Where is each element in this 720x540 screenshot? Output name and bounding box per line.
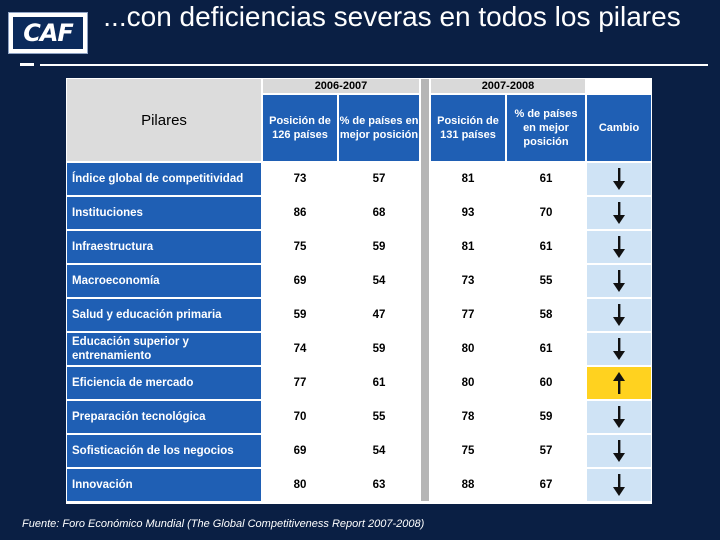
cell-change (586, 298, 652, 332)
row-label: Índice global de competitividad (66, 162, 262, 196)
cell-pos2: 73 (430, 264, 506, 298)
caf-logo: CAF (8, 12, 88, 54)
arrow-down-icon (613, 440, 625, 462)
row-label: Salud y educación primaria (66, 298, 262, 332)
arrow-down-icon (613, 202, 625, 224)
arrow-down-icon (613, 406, 625, 428)
cell-pos1: 80 (262, 468, 338, 502)
cell-pct2: 70 (506, 196, 586, 230)
row-label: Eficiencia de mercado (66, 366, 262, 400)
header-pct1: % de países en mejor posición (338, 94, 420, 162)
header-year-2007: 2007-2008 (430, 78, 586, 94)
title-rule-accent (20, 63, 34, 66)
cell-pct2: 61 (506, 332, 586, 366)
arrow-up-icon (613, 372, 625, 394)
cell-pct1: 54 (338, 264, 420, 298)
cell-change (586, 264, 652, 298)
cell-pct2: 57 (506, 434, 586, 468)
cell-pos2: 93 (430, 196, 506, 230)
cell-change (586, 230, 652, 264)
row-label: Sofisticación de los negocios (66, 434, 262, 468)
cell-pct2: 55 (506, 264, 586, 298)
arrow-down-icon (613, 304, 625, 326)
cell-pct2: 61 (506, 230, 586, 264)
header-pilares: Pilares (66, 78, 262, 162)
cell-change (586, 196, 652, 230)
cell-change (586, 400, 652, 434)
row-label: Instituciones (66, 196, 262, 230)
row-label: Educación superior y entrenamiento (66, 332, 262, 366)
column-separator (420, 78, 430, 502)
cell-pos1: 70 (262, 400, 338, 434)
caf-logo-mark: CAF (13, 17, 83, 49)
cell-pos1: 75 (262, 230, 338, 264)
cell-pct1: 59 (338, 332, 420, 366)
arrow-down-icon (613, 236, 625, 258)
cell-pos1: 73 (262, 162, 338, 196)
cell-pct1: 63 (338, 468, 420, 502)
cell-change (586, 332, 652, 366)
cell-pct1: 59 (338, 230, 420, 264)
header-cambio: Cambio (586, 94, 652, 162)
cell-pct2: 58 (506, 298, 586, 332)
cell-pos2: 81 (430, 162, 506, 196)
cell-pct1: 54 (338, 434, 420, 468)
cell-pos1: 77 (262, 366, 338, 400)
table-grid: Pilares 2006-2007 2007-2008 Posición de … (66, 78, 652, 502)
row-label: Macroeconomía (66, 264, 262, 298)
cell-pct2: 60 (506, 366, 586, 400)
cell-pos1: 59 (262, 298, 338, 332)
cell-pct2: 59 (506, 400, 586, 434)
source-note: Fuente: Foro Económico Mundial (The Glob… (22, 518, 425, 530)
header-year-2006: 2006-2007 (262, 78, 420, 94)
arrow-down-icon (613, 338, 625, 360)
row-label: Preparación tecnológica (66, 400, 262, 434)
cell-change (586, 366, 652, 400)
competitiveness-table: Pilares 2006-2007 2007-2008 Posición de … (66, 78, 652, 504)
header-pos1: Posición de 126 países (262, 94, 338, 162)
cell-pct2: 61 (506, 162, 586, 196)
arrow-down-icon (613, 270, 625, 292)
cell-pos1: 74 (262, 332, 338, 366)
header-pos2: Posición de 131 países (430, 94, 506, 162)
header-pct2: % de países en mejor posición (506, 94, 586, 162)
title-rule (40, 64, 708, 66)
cell-pos2: 78 (430, 400, 506, 434)
caf-logo-text: CAF (23, 19, 74, 47)
arrow-down-icon (613, 168, 625, 190)
cell-pct1: 55 (338, 400, 420, 434)
cell-change (586, 162, 652, 196)
cell-pct1: 47 (338, 298, 420, 332)
slide-title: ...con deficiencias severas en todos los… (103, 1, 681, 32)
cell-pos1: 69 (262, 434, 338, 468)
cell-pct2: 67 (506, 468, 586, 502)
cell-pct1: 61 (338, 366, 420, 400)
cell-pct1: 68 (338, 196, 420, 230)
header-blank (586, 78, 652, 94)
cell-pos1: 69 (262, 264, 338, 298)
row-label: Infraestructura (66, 230, 262, 264)
cell-pos2: 81 (430, 230, 506, 264)
arrow-down-icon (613, 474, 625, 496)
cell-pos2: 75 (430, 434, 506, 468)
cell-pos2: 77 (430, 298, 506, 332)
cell-pos2: 80 (430, 332, 506, 366)
cell-change (586, 434, 652, 468)
cell-pos2: 88 (430, 468, 506, 502)
cell-pos1: 86 (262, 196, 338, 230)
cell-pct1: 57 (338, 162, 420, 196)
cell-change (586, 468, 652, 502)
cell-pos2: 80 (430, 366, 506, 400)
row-label: Innovación (66, 468, 262, 502)
